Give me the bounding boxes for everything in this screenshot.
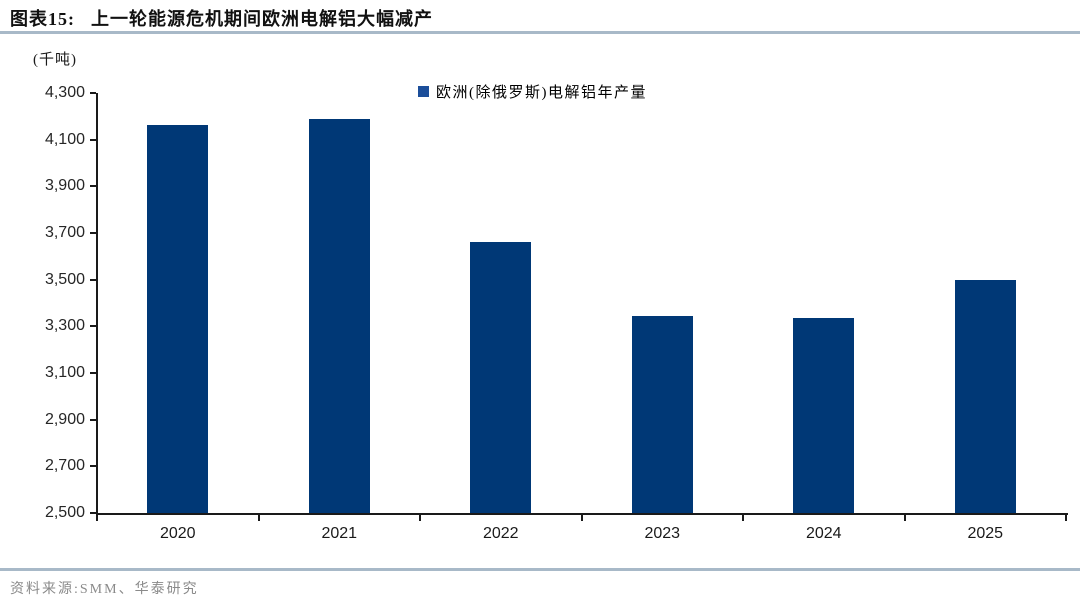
bar-2020 (147, 124, 209, 513)
y-axis-tick (90, 325, 96, 328)
x-axis-category-label: 2023 (644, 525, 681, 542)
y-axis-tick-label: 3,300 (44, 317, 85, 335)
y-axis-line (96, 93, 98, 515)
y-axis-tick (90, 418, 96, 421)
y-axis-tick (90, 92, 96, 94)
source-note: 资料来源:SMM、华泰研究 (10, 582, 199, 597)
x-axis-category-label: 2024 (805, 525, 842, 542)
legend-series-label: 欧洲(除俄罗斯)电解铝年产量 (436, 85, 647, 101)
x-axis-tick (257, 515, 260, 521)
x-axis-tick (903, 515, 906, 521)
y-axis-tick (90, 278, 96, 281)
y-axis-tick (90, 372, 96, 374)
x-axis-category-label: 2021 (321, 525, 358, 542)
y-axis-unit-label: (千吨) (33, 52, 77, 68)
chart-legend: 欧洲(除俄罗斯)电解铝年产量 (418, 81, 647, 102)
x-axis-category-label: 2022 (482, 525, 519, 542)
x-axis-tick (1065, 515, 1067, 521)
y-axis-tick-label: 2,900 (44, 410, 85, 428)
y-axis-tick-label: 2,700 (44, 457, 85, 475)
x-axis-line (96, 513, 1068, 515)
y-axis-tick-label: 4,100 (44, 130, 85, 148)
y-axis-tick-label: 3,900 (44, 177, 85, 195)
x-axis-category-label: 2020 (159, 525, 196, 542)
y-axis-tick-label: 2,500 (44, 504, 85, 521)
bar-2021 (308, 118, 370, 513)
x-axis-tick (419, 515, 421, 521)
y-axis-tick-label: 3,100 (44, 364, 85, 381)
y-axis-tick (90, 138, 96, 141)
x-axis-tick (96, 515, 98, 521)
figure-title-text: 上一轮能源危机期间欧洲电解铝大幅减产 (91, 9, 433, 29)
bar-2024 (793, 318, 855, 513)
x-axis-category-label: 2025 (967, 525, 1004, 542)
figure-title: 图表15: 上一轮能源危机期间欧洲电解铝大幅减产 (10, 5, 433, 31)
bar-2025 (954, 279, 1016, 513)
figure-number: 图表15: (10, 9, 75, 29)
y-axis-tick (90, 232, 96, 234)
x-axis-tick (742, 515, 744, 521)
bar-2023 (631, 315, 693, 513)
y-axis-tick-label: 3,500 (44, 270, 85, 288)
legend-swatch-icon (418, 86, 429, 97)
y-axis-tick (90, 512, 96, 514)
y-axis-tick (90, 465, 96, 468)
footer-divider-line (0, 568, 1080, 571)
bar-2022 (470, 242, 532, 513)
y-axis-tick-label: 4,300 (44, 84, 85, 101)
y-axis-tick (90, 185, 96, 188)
title-divider-line (0, 31, 1080, 34)
y-axis-tick-label: 3,700 (44, 224, 85, 241)
x-axis-tick (580, 515, 583, 521)
